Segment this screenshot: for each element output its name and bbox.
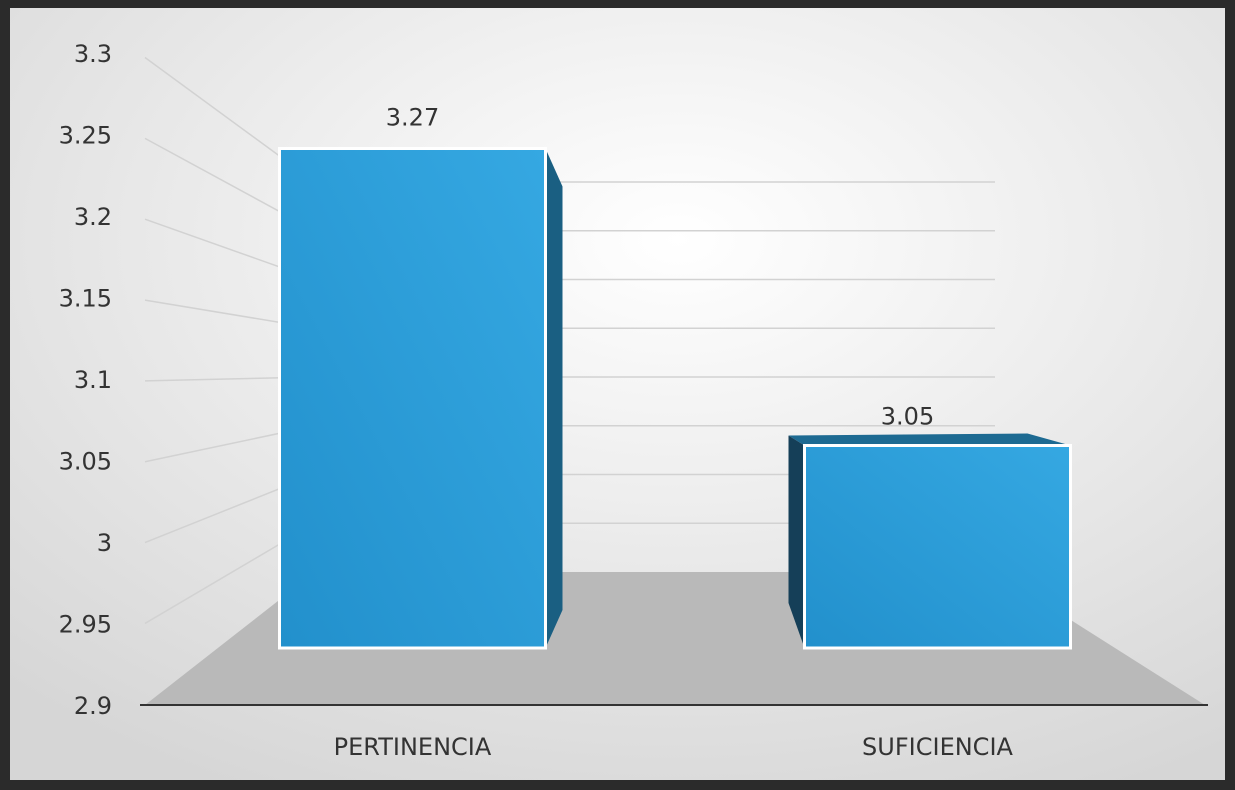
y-tick-label: 3 (97, 529, 112, 557)
bar-top (788, 433, 1071, 446)
bar (803, 444, 1072, 650)
y-tick-label: 3.15 (59, 285, 112, 313)
y-tick-label: 3.05 (59, 448, 112, 476)
y-tick-label: 2.9 (74, 692, 112, 720)
y-tick-label: 2.95 (59, 611, 112, 639)
y-tick-label: 3.3 (74, 40, 112, 68)
bar (278, 147, 547, 650)
x-tick-label: SUFICIENCIA (862, 733, 1013, 761)
bar-side (545, 148, 563, 648)
y-tick-label: 3.2 (74, 203, 112, 231)
y-tick-label: 3.1 (74, 366, 112, 394)
y-tick-label: 3.25 (59, 122, 112, 150)
bar-side (788, 435, 805, 648)
x-tick-label: PERTINENCIA (334, 733, 492, 761)
value-label: 3.27 (386, 104, 439, 132)
value-label: 3.05 (881, 403, 934, 431)
